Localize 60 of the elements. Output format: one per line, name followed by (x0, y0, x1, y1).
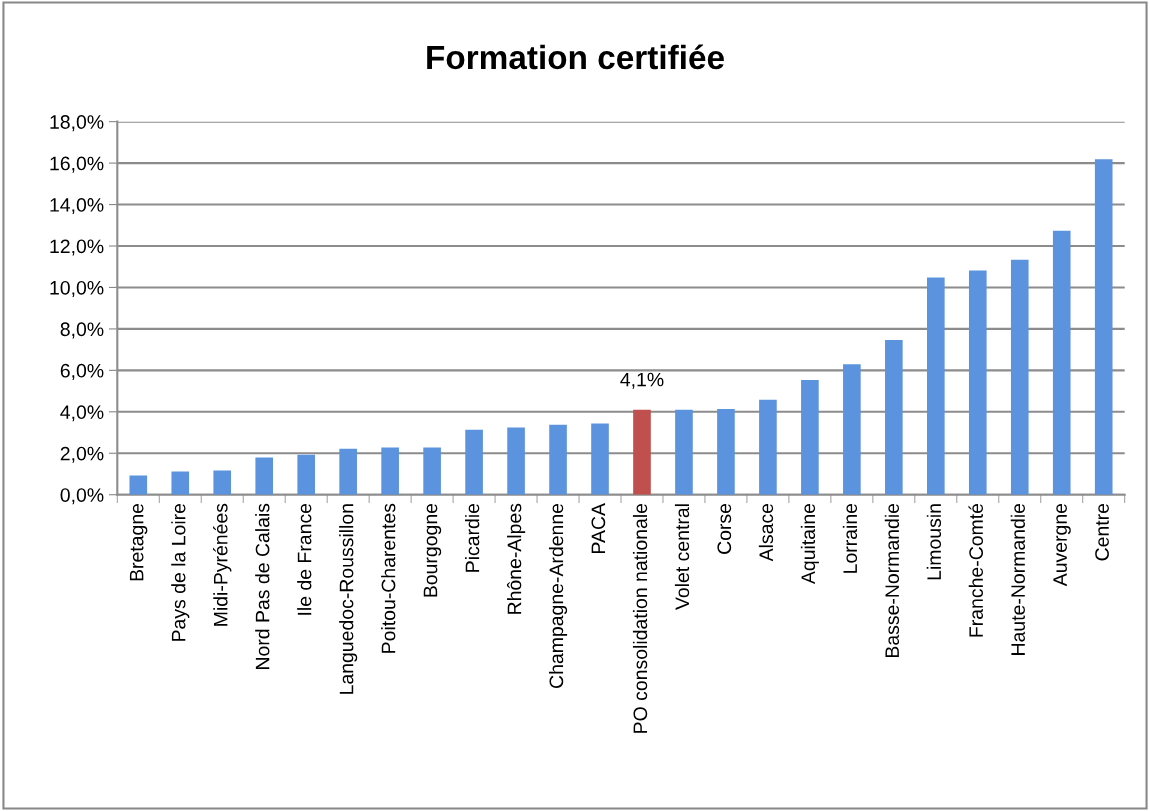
x-tick-label: Rhône-Alpes (506, 503, 526, 614)
x-tick-label: Bretagne (129, 503, 148, 581)
y-tick-label: 14,0% (50, 198, 104, 215)
bar (1052, 230, 1071, 495)
x-tick-label: Basse-Normandie (884, 503, 900, 658)
bar (423, 447, 441, 495)
bar (927, 277, 945, 495)
y-tick-label: 2,0% (60, 446, 104, 463)
bar (843, 364, 861, 495)
bar (1010, 259, 1029, 495)
x-tick-label: Bourgogne (423, 503, 442, 597)
y-tick-label: 10,0% (50, 280, 104, 297)
x-tick-label: Midi-Pyrénées (213, 503, 232, 626)
bar (297, 454, 315, 495)
bar (507, 427, 525, 495)
bar (675, 409, 693, 495)
bar (255, 457, 274, 495)
bar (129, 475, 148, 495)
x-tick-label: Aquitaine (800, 503, 819, 585)
bar (213, 470, 232, 495)
bar (381, 447, 399, 495)
x-tick-label: Poitou-Charentes (381, 503, 396, 653)
x-tick-label: Pays de la Loire (171, 503, 190, 641)
x-tick-label: Centre (1095, 503, 1109, 561)
x-tick-label: Volet central (674, 504, 690, 610)
bar (549, 424, 567, 495)
data-label: 4,1% (620, 372, 664, 389)
bar (171, 471, 190, 495)
bar (1094, 159, 1113, 495)
y-tick-label: 4,0% (60, 405, 104, 422)
y-tick-label: 6,0% (60, 363, 104, 380)
y-tick-label: 12,0% (50, 239, 104, 256)
y-tick-label: 8,0% (60, 322, 104, 339)
x-tick-label: Ile de France (297, 503, 312, 615)
bar (339, 448, 357, 495)
y-tick-label: 16,0% (50, 156, 104, 173)
x-tick-label: Auvergne (1053, 503, 1071, 587)
bar (885, 340, 903, 495)
bar (717, 408, 735, 495)
x-tick-label: Picardie (465, 503, 480, 572)
bar (633, 409, 651, 495)
bar (801, 379, 819, 495)
x-tick-label: Alsace (758, 503, 774, 562)
x-tick-label: Limousin (926, 504, 942, 580)
y-tick-label: 0,0% (60, 488, 104, 505)
bar (759, 399, 777, 495)
bar (591, 423, 609, 495)
x-tick-label: Haute-Normandie (1010, 503, 1025, 655)
x-tick-label: Lorraine (842, 503, 858, 573)
x-tick-label: Champagne-Ardenne (548, 503, 568, 688)
x-tick-label: Nord Pas de Calais (255, 503, 270, 669)
x-tick-label: Corse (717, 503, 732, 554)
x-tick-label: PACA (591, 503, 606, 553)
bar (968, 270, 987, 495)
bar (465, 429, 483, 495)
x-tick-label: Franche-Comté (968, 503, 984, 637)
x-tick-label: Languedoc-Roussillon (339, 504, 358, 694)
y-tick-label: 18,0% (50, 115, 104, 132)
x-tick-label: PO consolidation nationale (632, 503, 648, 733)
chart-title: Formation certifiée (427, 44, 724, 70)
